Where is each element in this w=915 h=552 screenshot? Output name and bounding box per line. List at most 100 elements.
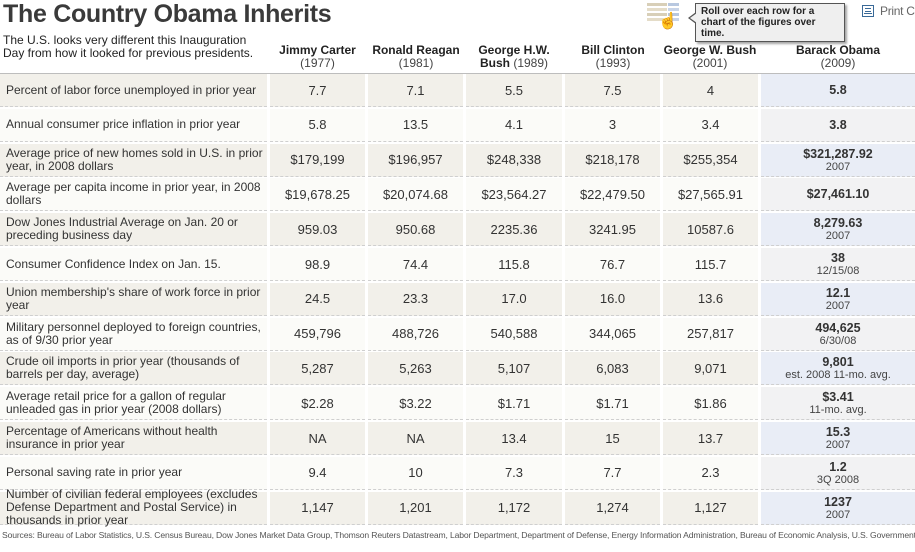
table-row[interactable]: Percentage of Americans without health i…	[0, 422, 915, 457]
column-name: George H.W.	[478, 43, 550, 57]
obama-value-cell: $27,461.10	[761, 178, 915, 212]
value-cell: $218,178	[565, 143, 660, 177]
obama-value-cell: 15.3 2007	[761, 422, 915, 455]
value-cell: 13.6	[663, 282, 758, 316]
table-row[interactable]: Percent of labor force unemployed in pri…	[0, 74, 915, 109]
value-cell: $255,354	[663, 143, 758, 177]
value-cell: $20,074.68	[368, 178, 463, 212]
value-cell: 459,796	[270, 317, 365, 351]
value-cell: 10587.6	[663, 213, 758, 247]
row-label: Average per capita income in prior year,…	[0, 178, 267, 212]
table-row[interactable]: Consumer Confidence Index on Jan. 15. 98.…	[0, 248, 915, 283]
table-row[interactable]: Average retail price for a gallon of reg…	[0, 387, 915, 422]
column-name: Bill Clinton	[581, 43, 645, 57]
value-cell: 5,107	[466, 352, 562, 386]
value-cell: 9,071	[663, 352, 758, 386]
value-cell: 10	[368, 456, 463, 490]
column-year: (1989)	[513, 56, 549, 70]
value-cell: 5,287	[270, 352, 365, 386]
table-row[interactable]: Average price of new homes sold in U.S. …	[0, 143, 915, 179]
obama-value: 1.2	[829, 459, 847, 474]
value-cell: 2.3	[663, 456, 758, 490]
column-header-reagan: Ronald Reagan (1981)	[366, 44, 466, 70]
obama-value-note: 12/15/08	[816, 265, 860, 277]
value-cell: 1,127	[663, 491, 758, 525]
column-header-w-bush: George W. Bush (2001)	[660, 44, 760, 70]
value-cell: $19,678.25	[270, 178, 365, 212]
value-cell: 959.03	[270, 213, 365, 247]
obama-value-cell: $321,287.92 2007	[761, 143, 915, 177]
value-cell: 5.5	[466, 74, 562, 107]
table-row[interactable]: Number of civilian federal employees (ex…	[0, 488, 915, 527]
column-name: Barack Obama	[795, 43, 881, 57]
table-row[interactable]: Union membership's share of work force i…	[0, 282, 915, 318]
value-cell: $22,479.50	[565, 178, 660, 212]
column-header-obama: Barack Obama (2009)	[761, 44, 915, 70]
value-cell: NA	[368, 422, 463, 455]
obama-value-note: 2007	[825, 508, 851, 521]
row-label: Union membership's share of work force i…	[0, 282, 267, 316]
obama-value-cell: $3.41 11-mo. avg.	[761, 387, 915, 421]
value-cell: 1,172	[466, 491, 562, 525]
table-row[interactable]: Annual consumer price inflation in prior…	[0, 108, 915, 144]
value-cell: $1.71	[565, 387, 660, 421]
table-top-border	[0, 73, 915, 74]
value-cell: 3241.95	[565, 213, 660, 247]
value-cell: 6,083	[565, 352, 660, 386]
value-cell: 488,726	[368, 317, 463, 351]
row-label: Number of civilian federal employees (ex…	[0, 488, 267, 527]
obama-value-cell: 12.1 2007	[761, 282, 915, 316]
obama-value: 15.3	[825, 425, 851, 439]
value-cell: $1.71	[466, 387, 562, 421]
value-cell: 4	[663, 74, 758, 107]
column-header-carter: Jimmy Carter (1977)	[270, 44, 365, 70]
obama-value-note: 2007	[825, 299, 851, 312]
column-year: (2001)	[692, 56, 728, 70]
value-cell: 16.0	[565, 282, 660, 316]
value-cell: 17.0	[466, 282, 562, 316]
value-cell: 257,817	[663, 317, 758, 351]
page-subtitle: The U.S. looks very different this Inaug…	[3, 33, 254, 60]
row-label: Consumer Confidence Index on Jan. 15.	[0, 248, 267, 281]
value-cell: $196,957	[368, 143, 463, 177]
row-label: Average price of new homes sold in U.S. …	[0, 143, 267, 177]
obama-value-cell: 5.8	[761, 74, 915, 107]
value-cell: 2235.36	[466, 213, 562, 247]
value-cell: 7.1	[368, 74, 463, 107]
row-label: Average retail price for a gallon of reg…	[0, 387, 267, 421]
obama-value-note: est. 2008 11-mo. avg.	[785, 369, 891, 382]
value-cell: 76.7	[565, 248, 660, 281]
row-label: Percentage of Americans without health i…	[0, 422, 267, 455]
value-cell: $2.28	[270, 387, 365, 421]
print-label: Print C	[880, 4, 915, 18]
table-row[interactable]: Personal saving rate in prior year 9.4 10 7…	[0, 456, 915, 492]
obama-value: 9,801	[822, 355, 854, 370]
obama-value: 8,279.63	[813, 216, 863, 231]
value-cell: 24.5	[270, 282, 365, 316]
value-cell: 15	[565, 422, 660, 455]
row-label: Military personnel deployed to foreign c…	[0, 317, 267, 351]
obama-value-cell: 38 12/15/08	[761, 248, 915, 281]
value-cell: 13.7	[663, 422, 758, 455]
obama-value-cell: 8,279.63 2007	[761, 213, 915, 247]
sources-note: Sources: Bureau of Labor Statistics, U.S…	[2, 530, 915, 540]
value-cell: $248,338	[466, 143, 562, 177]
print-button[interactable]: Print C	[862, 4, 915, 18]
value-cell: 1,147	[270, 491, 365, 525]
obama-value: 494,625	[815, 320, 861, 335]
table-row[interactable]: Crude oil imports in prior year (thousan…	[0, 352, 915, 387]
obama-value-cell: 494,625 6/30/08	[761, 317, 915, 351]
value-cell: NA	[270, 422, 365, 455]
value-cell: 23.3	[368, 282, 463, 316]
value-cell: 3	[565, 108, 660, 142]
table-row[interactable]: Dow Jones Industrial Average on Jan. 20 …	[0, 213, 915, 248]
obama-value-cell: 1.2 3Q 2008	[761, 456, 915, 490]
value-cell: 13.4	[466, 422, 562, 455]
value-cell: 7.7	[565, 456, 660, 490]
column-name: Ronald Reagan	[372, 43, 460, 57]
column-year: (1977)	[300, 56, 335, 70]
table-row[interactable]: Average per capita income in prior year,…	[0, 178, 915, 213]
obama-value: 12.1	[825, 285, 851, 300]
table-row[interactable]: Military personnel deployed to foreign c…	[0, 317, 915, 353]
value-cell: $23,564.27	[466, 178, 562, 212]
